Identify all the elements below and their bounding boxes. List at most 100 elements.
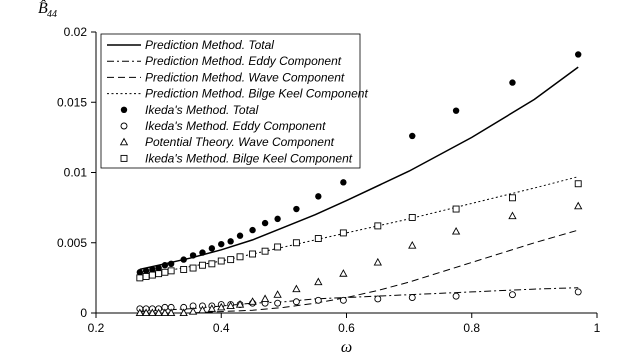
data-point — [249, 226, 256, 234]
data-point — [293, 205, 300, 213]
data-point — [218, 240, 225, 248]
data-point — [261, 219, 269, 227]
data-point — [149, 266, 156, 273]
data-point — [148, 308, 157, 317]
tick-group: 0.2 0.4 0.6 0.8 1 0 0.005 0.01 0.015 0.02 — [57, 25, 601, 335]
data-point — [248, 297, 257, 305]
data-point — [135, 308, 144, 317]
data-point — [236, 253, 244, 261]
data-point — [292, 298, 300, 306]
data-point — [373, 257, 382, 266]
data-point — [236, 232, 244, 239]
data-point — [155, 270, 163, 278]
data-point — [161, 268, 169, 276]
legend-marker — [120, 106, 128, 114]
data-point — [374, 295, 382, 303]
data-point — [408, 294, 416, 301]
data-point — [142, 273, 150, 280]
y-tick-label: 0 — [80, 306, 87, 320]
x-tick-label: 0.2 — [88, 321, 105, 335]
legend-marker — [120, 122, 128, 130]
data-point — [227, 256, 235, 264]
legend-label: Prediction Method. Wave Component — [145, 70, 345, 84]
data-point — [408, 241, 417, 249]
data-point — [339, 229, 347, 237]
data-point — [314, 277, 323, 286]
x-tick-label: 0.8 — [463, 321, 480, 335]
y-tick-label: 0.01 — [64, 166, 88, 180]
data-point — [339, 269, 348, 277]
data-point — [226, 301, 235, 310]
data-point — [274, 243, 282, 251]
data-point — [188, 307, 198, 315]
data-point — [180, 256, 187, 263]
data-point — [249, 250, 257, 258]
y-tick-label: 0.015 — [57, 95, 87, 109]
data-point — [136, 269, 144, 276]
data-point — [142, 267, 150, 275]
y-tick-label: 0.02 — [64, 25, 88, 39]
data-point — [273, 290, 282, 298]
data-point — [217, 302, 226, 311]
legend-label: Ikeda's Method. Bilge Keel Component — [145, 151, 353, 165]
series-2 — [139, 229, 579, 314]
data-point — [292, 284, 301, 293]
x-tick-label: 1 — [594, 321, 601, 335]
data-point — [409, 132, 416, 140]
data-point — [314, 296, 322, 304]
legend-marker — [120, 154, 128, 162]
data-point — [217, 257, 225, 265]
data-point — [199, 261, 206, 269]
data-point — [509, 79, 516, 86]
x-tick-label: 0.6 — [338, 321, 355, 335]
series-4 — [136, 51, 582, 276]
x-tick-label: 0.4 — [213, 321, 230, 335]
series-7 — [136, 180, 582, 282]
series-6 — [135, 201, 583, 317]
series-group — [135, 51, 583, 317]
data-point — [208, 260, 216, 268]
y-tick-label: 0.005 — [57, 236, 87, 250]
data-point — [339, 296, 347, 304]
data-point — [199, 249, 206, 256]
data-point — [141, 308, 151, 317]
data-point — [274, 215, 281, 223]
data-point — [189, 252, 197, 259]
data-point — [167, 267, 175, 275]
legend-label: Prediction Method. Total — [145, 38, 274, 52]
data-point — [508, 211, 517, 220]
data-point — [260, 294, 270, 302]
data-point — [509, 194, 516, 202]
data-point — [509, 291, 516, 299]
data-point — [574, 180, 582, 188]
data-point — [452, 292, 460, 300]
data-point — [155, 264, 162, 272]
legend-label: Potential Theory. Wave Component — [145, 135, 335, 149]
series-3 — [139, 176, 579, 276]
data-point — [340, 179, 347, 186]
data-point — [574, 201, 583, 210]
data-point — [189, 264, 197, 272]
data-point — [574, 288, 582, 296]
legend-label: Ikeda's Method. Eddy Component — [145, 119, 326, 133]
data-point — [314, 235, 322, 242]
data-point — [451, 226, 461, 235]
data-point — [408, 214, 416, 221]
data-point — [208, 245, 216, 252]
legend-box — [100, 33, 361, 169]
data-point — [136, 274, 144, 282]
y-axis-label-subscript: 44 — [47, 9, 57, 20]
series-line — [139, 176, 579, 276]
data-point — [452, 205, 460, 213]
series-1 — [139, 287, 579, 313]
data-point — [374, 222, 382, 230]
data-point — [161, 262, 169, 269]
data-point — [227, 238, 234, 245]
data-point — [207, 304, 217, 312]
data-point — [575, 51, 582, 58]
data-point — [261, 247, 269, 255]
data-point — [180, 265, 188, 273]
legend-label: Ikeda's Method. Total — [145, 103, 259, 117]
data-point — [235, 300, 245, 308]
